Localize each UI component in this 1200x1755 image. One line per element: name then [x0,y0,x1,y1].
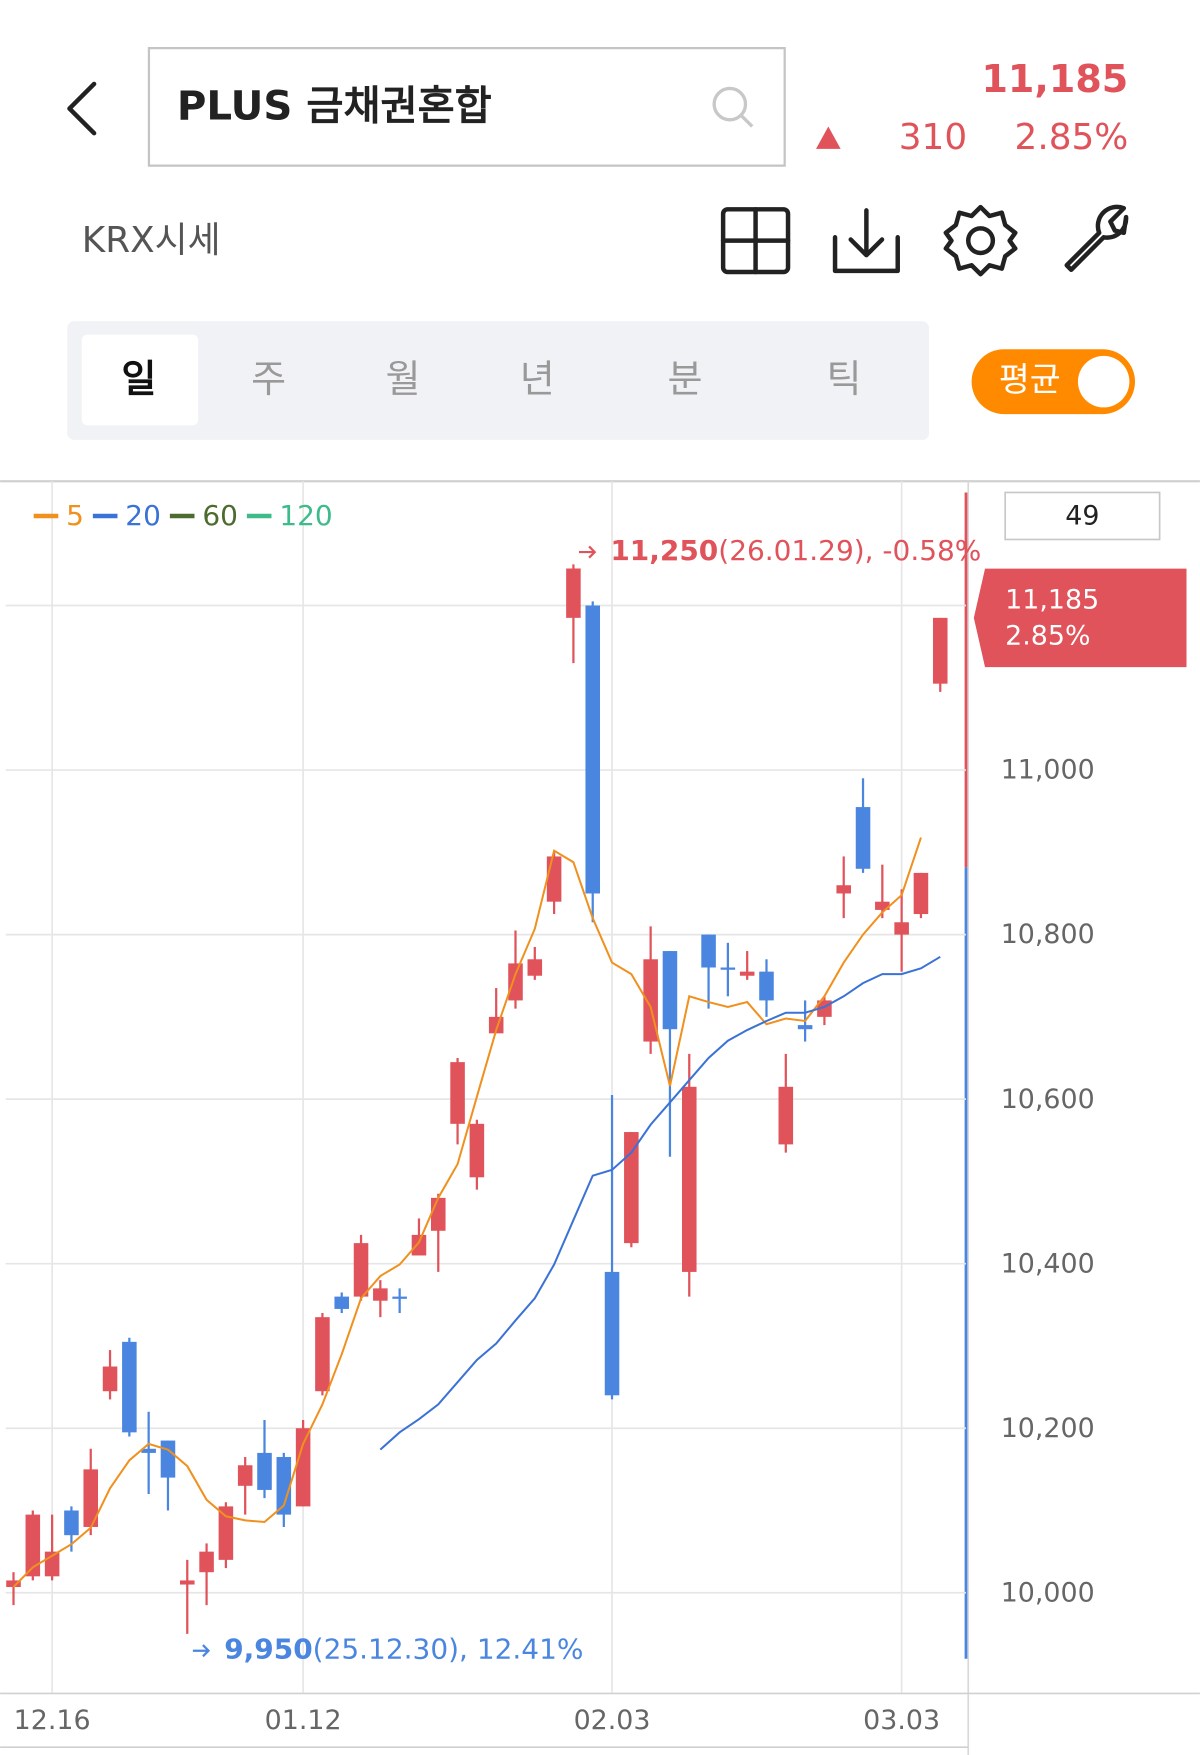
candle-body [199,1551,214,1573]
candle-body [759,971,774,1001]
candle-body [276,1457,292,1515]
candle-body [315,1317,330,1392]
candle-body [720,967,736,970]
annotation-detail: (26.01.29), -0.58% [718,534,981,567]
candle-body [141,1448,156,1453]
candle-body [913,872,929,915]
search-box[interactable] [147,47,786,167]
candle-body [894,922,909,935]
price-tag-change: 2.85% [1005,620,1090,651]
legend-label: 60 [202,499,238,532]
candle-body [25,1514,41,1577]
layout-icon[interactable] [720,207,791,275]
candle-body [701,934,716,968]
toggle-label: 평균 [999,360,1061,399]
up-triangle [816,126,841,149]
candle-body [469,1123,485,1178]
candle-body [295,1428,311,1507]
candle-body [353,1243,369,1297]
candle-body [83,1469,99,1527]
candle-body [430,1197,446,1231]
selected-tab [81,334,199,426]
annotation-detail: (25.12.30), 12.41% [313,1633,584,1666]
candle-body [102,1366,118,1392]
candle-body [237,1465,253,1486]
candle-body [624,1132,639,1244]
toggle-knob [1077,355,1130,408]
y-tick-label: 10,200 [1001,1413,1095,1444]
period-tab[interactable]: 년 [520,357,555,401]
annotation: 11,250(26.01.29), -0.58% [610,534,981,567]
period-tab[interactable]: 일 [121,357,156,401]
y-tick-label: 11,000 [1001,755,1095,786]
legend-label: 5 [66,499,84,532]
candle-body [585,605,600,894]
legend-label: 120 [279,499,332,532]
price-change-pct: 2.85% [1015,117,1129,158]
y-tick-label: 10,000 [1001,1577,1095,1608]
candle-count-box[interactable] [1004,491,1161,541]
search-text: PLUS 금채권혼합 [177,83,492,130]
candle-body [855,807,871,869]
candle-body [122,1341,137,1433]
search-icon[interactable] [712,86,754,128]
candle-body [932,617,948,684]
candle-body [64,1510,79,1536]
x-tick-label: 03.03 [863,1705,940,1736]
candle-body [662,951,678,1030]
candle-body [450,1062,465,1124]
candle-body [527,959,543,976]
y-tick-label: 10,800 [1001,919,1095,950]
back-button[interactable] [67,81,97,136]
source-label: KRX시세 [82,220,221,261]
settings-icon[interactable] [943,204,1018,277]
x-tick-label: 12.16 [14,1705,91,1736]
candle-body [797,1025,813,1030]
candle-body [508,963,523,1001]
moving-average-line [379,955,941,1451]
annotation: 9,950(25.12.30), 12.41% [224,1633,583,1666]
x-tick-label: 02.03 [574,1705,651,1736]
period-tab[interactable]: 분 [668,357,703,401]
download-icon[interactable] [832,208,900,274]
candle-count: 49 [1065,501,1099,532]
y-tick-label: 10,600 [1001,1084,1095,1115]
annotation-value: 11,250 [610,534,718,567]
candle-body [739,971,755,976]
period-tab[interactable]: 틱 [826,357,861,401]
annotation-arrow [192,1644,211,1658]
candle-body [836,885,851,894]
period-tab[interactable]: 월 [386,357,421,401]
candle-body [6,1580,21,1588]
price-tag-value: 11,185 [1005,585,1099,616]
annotation-value: 9,950 [224,1633,312,1666]
candle-body [160,1440,176,1478]
x-tick-label: 01.12 [265,1705,342,1736]
candle-body [604,1271,620,1396]
price-tag [973,568,1187,668]
annotation-arrow [579,545,597,559]
period-tab[interactable]: 주 [251,357,286,401]
current-price: 11,185 [981,57,1128,101]
period-tabs [67,321,930,440]
candle-body [411,1234,427,1256]
y-tick-label: 10,400 [1001,1248,1095,1279]
candle-body [566,568,581,618]
candle-body [875,901,890,910]
candle-body [546,856,562,902]
candle-body [179,1580,195,1585]
tools-icon[interactable] [1064,204,1129,272]
candle-body [778,1086,794,1145]
candle-body [681,1086,697,1272]
candle-body [334,1296,350,1309]
candle-body [392,1296,407,1299]
moving-average-line [12,837,922,1588]
legend-label: 20 [125,499,161,532]
candle-body [257,1452,272,1490]
candle-body [218,1506,234,1560]
candle-body [373,1288,388,1301]
price-change: 310 [899,117,967,158]
